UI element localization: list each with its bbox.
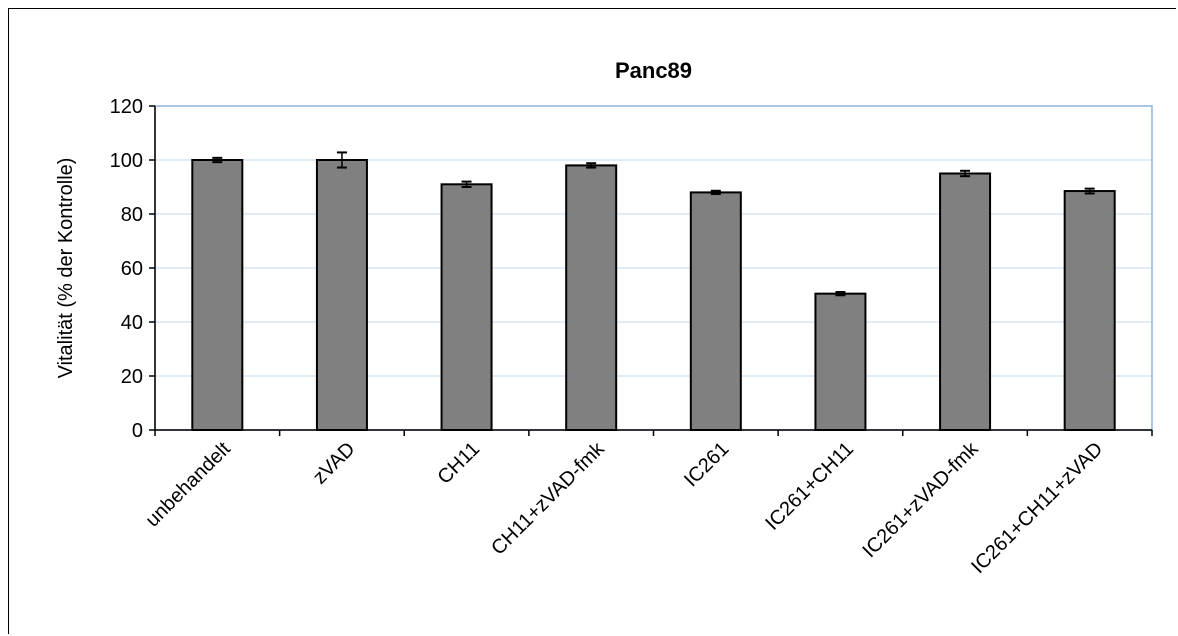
- y-tick-label: 60: [121, 258, 143, 280]
- chart-frame: [8, 8, 1176, 634]
- gridlines: [155, 105, 1152, 377]
- x-tick-label: zVAD: [309, 438, 360, 489]
- y-tick-label: 20: [121, 366, 143, 388]
- bar-ic261-ch11: [814, 292, 867, 431]
- bar-ic261-zvad-fmk: [939, 172, 992, 431]
- chart-title: Panc89: [615, 58, 692, 83]
- y-tick-label: 40: [121, 312, 143, 334]
- bar-ic261: [689, 191, 742, 431]
- bar-zvad: [315, 159, 368, 431]
- x-tick-label: CH11: [433, 438, 484, 489]
- bar-ch11-zvad-fmk: [565, 164, 618, 431]
- x-tick-label: CH11+zVAD-fmk: [487, 437, 609, 559]
- bar-ic261-ch11-zvad: [1063, 190, 1116, 431]
- y-tick-label: 0: [132, 420, 143, 442]
- y-axis-label: Vitalität (% der Kontrolle): [55, 158, 77, 379]
- x-tick-label: IC261+zVAD-fmk: [858, 437, 983, 562]
- axes: [149, 105, 1153, 436]
- bar-unbehandelt: [191, 159, 244, 431]
- y-tick-label: 120: [110, 96, 143, 118]
- bar-ch11: [440, 183, 493, 431]
- y-tick-label: 100: [110, 150, 143, 172]
- x-tick-label: IC261+CH11+zVAD: [967, 438, 1107, 578]
- bars: [191, 151, 1116, 431]
- y-tick-label: 80: [121, 204, 143, 226]
- x-tick-label: IC261: [680, 438, 733, 491]
- x-tick-label: IC261+CH11: [761, 438, 858, 535]
- x-tick-label: unbehandelt: [141, 438, 235, 532]
